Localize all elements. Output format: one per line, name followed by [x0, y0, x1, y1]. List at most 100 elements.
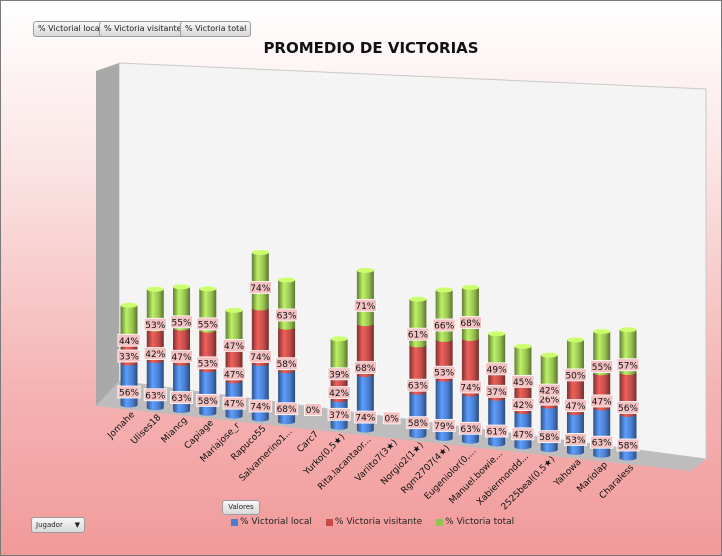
bar-segment	[356, 270, 374, 327]
chart-title: PROMEDIO DE VICTORIAS	[263, 39, 479, 57]
data-label-bg	[616, 358, 640, 372]
data-label: 47%	[224, 370, 244, 380]
bar-top-cap	[251, 249, 269, 255]
data-label: 63%	[460, 425, 480, 435]
data-label: 74%	[250, 402, 270, 412]
data-label: 33%	[119, 353, 139, 363]
data-label-bg	[248, 399, 272, 413]
data-label: 53%	[198, 359, 218, 369]
data-label-bg	[590, 435, 614, 449]
bar-top-cap	[435, 287, 453, 293]
data-label: 42%	[539, 387, 559, 397]
data-label: 47%	[224, 400, 244, 410]
data-label-bg	[432, 365, 456, 379]
bar-top-cap	[409, 296, 427, 302]
category-label: Eugeniolor(0,...	[423, 446, 479, 502]
data-label: 47%	[224, 342, 244, 352]
data-label-bg	[353, 361, 377, 375]
data-label: 47%	[513, 430, 533, 440]
data-label: 37%	[487, 388, 507, 398]
bar-segment	[278, 370, 296, 425]
data-label-bg	[222, 396, 246, 410]
legend-label-visitante: % Victoria visitante	[334, 517, 423, 527]
data-label-bg	[117, 349, 141, 363]
category-label: 2525beal(0,5★)	[500, 455, 558, 513]
bar-top-cap	[488, 331, 506, 337]
bar-segment	[409, 392, 427, 439]
data-label: 74%	[355, 414, 375, 424]
category-label: Rita.lacantaor...	[316, 435, 373, 492]
bar-segment	[146, 360, 164, 411]
legend-swatch-total	[436, 518, 444, 526]
data-label: 61%	[408, 331, 428, 341]
data-label: 58%	[198, 397, 218, 407]
bar-segment	[330, 338, 348, 371]
data-label-bg	[353, 298, 377, 312]
data-label-bg	[563, 399, 587, 413]
legend-label-total: % Victoria total	[445, 517, 515, 527]
data-label-bg	[382, 411, 401, 425]
data-label-bg	[537, 383, 561, 397]
bar-top-cap	[199, 286, 217, 292]
data-label: 63%	[172, 394, 192, 404]
bar-top-cap	[278, 277, 296, 283]
data-label: 55%	[172, 318, 192, 328]
bar-segment	[435, 289, 453, 342]
data-label: 47%	[592, 397, 612, 407]
data-label-bg	[143, 347, 167, 360]
category-label: Manuel.bowie...	[448, 449, 505, 506]
data-label-bg	[563, 368, 587, 382]
jugador-dropdown[interactable]: Jugador ▼	[31, 517, 85, 533]
data-label-bg	[458, 421, 482, 435]
filter-button-total[interactable]: % Victoria total	[180, 21, 252, 37]
bar-segment	[540, 406, 558, 453]
data-label-bg	[590, 394, 614, 408]
data-label-bg	[143, 388, 167, 402]
data-label: 58%	[277, 360, 297, 370]
legend: % Victorial local % Victoria visitante %…	[231, 517, 514, 527]
bar-top-cap	[173, 284, 191, 290]
legend-label-local: % Victorial local	[240, 517, 312, 527]
data-label: 47%	[565, 402, 585, 412]
bar-segment	[593, 407, 611, 458]
data-label: 26%	[539, 396, 559, 406]
data-label-bg	[458, 316, 482, 329]
valores-field-button[interactable]: Valores	[222, 500, 260, 515]
data-label: 53%	[145, 321, 165, 331]
data-label-bg	[485, 384, 509, 398]
data-label-bg	[222, 367, 246, 381]
data-label: 47%	[172, 353, 192, 363]
bar-segment	[356, 374, 374, 433]
jugador-label: Jugador	[36, 521, 63, 529]
category-label: Xabiermondd...	[475, 452, 531, 508]
bar-top-cap	[593, 328, 611, 334]
data-label: 66%	[434, 321, 454, 331]
data-label-bg	[616, 438, 640, 452]
data-label-bg	[327, 367, 351, 381]
chart-side-wall	[96, 63, 119, 406]
bar-top-cap	[225, 307, 243, 313]
data-label: 42%	[329, 389, 349, 399]
data-label-bg	[117, 333, 141, 347]
data-label-bg	[196, 393, 220, 407]
data-label-bg	[327, 407, 351, 421]
bar-top-cap	[120, 302, 138, 308]
data-label: 0%	[306, 406, 321, 416]
data-label-bg	[406, 416, 430, 430]
dropdown-arrow-icon: ▼	[74, 521, 80, 529]
bar-segment	[120, 363, 138, 408]
data-label: 49%	[487, 365, 507, 375]
data-label: 63%	[408, 382, 428, 392]
data-label: 56%	[119, 389, 139, 399]
data-label: 58%	[539, 433, 559, 443]
data-label: 68%	[355, 364, 375, 374]
bar-top-cap	[461, 285, 479, 291]
data-label: 71%	[355, 302, 375, 312]
data-label: 57%	[618, 361, 638, 371]
bar-segment	[225, 310, 243, 349]
data-label: 44%	[119, 337, 139, 347]
data-label: 63%	[277, 311, 297, 321]
data-label-bg	[485, 362, 509, 376]
data-label: 53%	[565, 436, 585, 446]
data-label-bg	[143, 317, 167, 331]
